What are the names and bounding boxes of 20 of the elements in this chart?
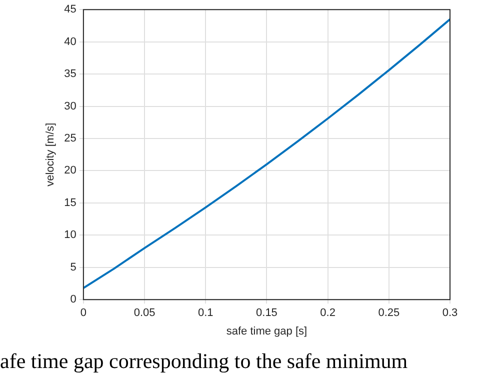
x-tick-label: 0.25 xyxy=(378,307,400,320)
x-tick-label: 0.2 xyxy=(320,307,336,320)
y-tick-label: 20 xyxy=(64,164,76,177)
y-tick-label: 30 xyxy=(64,100,76,112)
y-axis-title: velocity [m/s] xyxy=(44,122,57,186)
x-tick-label: 0.05 xyxy=(134,307,156,320)
y-tick-label: 45 xyxy=(64,4,76,16)
y-tick-label: 40 xyxy=(64,36,76,48)
x-tick-label: 0.1 xyxy=(198,307,214,320)
text: afe time gap corresponding to the safe minimum xyxy=(0,348,409,375)
x-tick-label: 0.15 xyxy=(256,307,278,320)
y-tick-label: 35 xyxy=(64,68,76,80)
y-tick-label: 0 xyxy=(70,294,76,306)
y-tick-label: 15 xyxy=(64,196,76,209)
x-axis-title: safe time gap [s] xyxy=(226,325,308,338)
y-tick-label: 10 xyxy=(64,229,76,242)
y-tick-label: 25 xyxy=(64,132,76,145)
y-tick-label: 5 xyxy=(70,261,76,274)
x-tick-label: 0 xyxy=(80,307,86,320)
x-tick-label: 0.3 xyxy=(442,307,458,320)
